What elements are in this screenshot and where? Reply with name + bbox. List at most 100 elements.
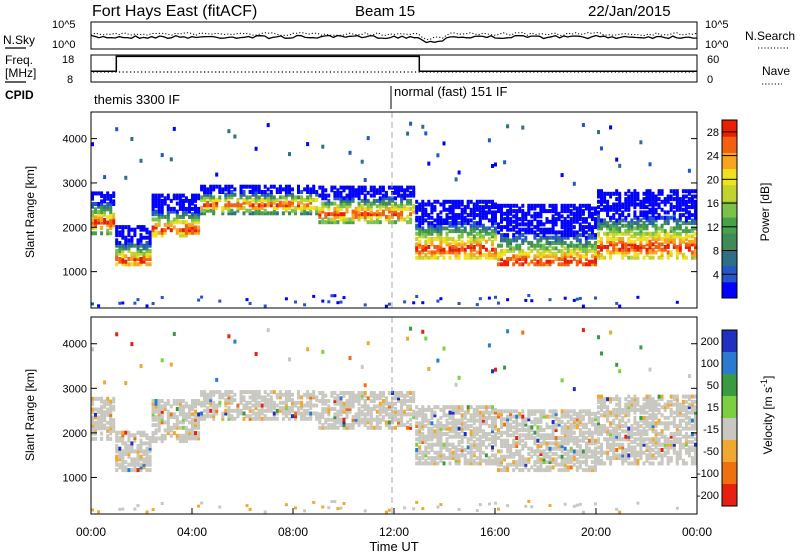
power-cell <box>627 189 631 194</box>
power-cell <box>560 214 564 219</box>
velocity-cell <box>594 446 597 451</box>
velocity-cell <box>381 399 385 403</box>
velocity-cell <box>145 457 149 462</box>
power-cell <box>630 197 634 202</box>
velocity-cell <box>351 396 355 401</box>
power-cell <box>154 212 158 217</box>
power-cell <box>118 241 122 245</box>
velocity-cell <box>478 437 482 442</box>
velocity-cell <box>572 422 576 427</box>
power-cell <box>109 215 113 220</box>
power-cell <box>309 198 313 202</box>
velocity-cell <box>587 441 591 446</box>
power-cell <box>600 221 603 226</box>
power-cell <box>627 197 631 202</box>
velocity-cell <box>669 421 673 426</box>
velocity-cell <box>412 393 416 398</box>
power-cell <box>606 231 610 236</box>
velocity-cell <box>494 415 497 420</box>
power-cell <box>669 207 673 212</box>
velocity-cell <box>457 405 461 410</box>
velocity-cell <box>230 408 234 413</box>
power-cell <box>106 223 110 228</box>
power-cell <box>321 201 325 206</box>
power-cell <box>521 262 525 267</box>
power-cell <box>239 184 243 189</box>
power-cell <box>518 227 522 232</box>
velocity-cell <box>503 409 507 414</box>
velocity-cell <box>166 423 170 428</box>
velocity-cell <box>497 457 500 462</box>
power-cell <box>545 241 549 245</box>
power-cell <box>606 213 610 218</box>
velocity-cell <box>669 442 673 447</box>
power-cell <box>590 211 594 216</box>
velocity-cell <box>627 456 631 461</box>
velocity-cell <box>312 411 316 416</box>
velocity-cell <box>509 449 513 454</box>
power-cell <box>684 215 688 220</box>
velocity-cell <box>130 468 134 473</box>
power-cell <box>181 193 185 198</box>
velocity-cell <box>166 417 170 422</box>
power-cell <box>466 231 470 236</box>
velocity-cell <box>327 412 331 417</box>
velocity-cell <box>509 444 513 448</box>
power-cell <box>681 239 685 244</box>
velocity-cell <box>148 436 152 440</box>
velocity-cell <box>133 468 137 473</box>
power-cell <box>151 225 155 230</box>
velocity-cell <box>672 415 676 420</box>
velocity-cell <box>539 433 543 438</box>
power-cell <box>603 191 607 196</box>
power-cell <box>666 215 670 220</box>
velocity-cell <box>212 414 216 419</box>
power-cell <box>663 218 667 223</box>
velocity-cell <box>642 405 646 410</box>
power-cell <box>684 210 688 215</box>
velocity-cell <box>515 409 519 414</box>
power-cell <box>478 210 482 215</box>
power-cell <box>184 233 188 238</box>
power-cell <box>584 246 588 251</box>
power-cell <box>418 229 422 234</box>
velocity-cell <box>615 397 619 402</box>
power-cell <box>454 239 458 244</box>
velocity-cell <box>242 406 246 411</box>
power-cell <box>506 259 510 264</box>
power-cell <box>457 199 461 204</box>
velocity-cell <box>318 420 322 425</box>
velocity-cell <box>384 420 388 425</box>
velocity-cell <box>478 448 482 452</box>
velocity-cell <box>506 504 510 508</box>
velocity-cell <box>597 458 600 463</box>
power-cell <box>466 213 470 218</box>
velocity-cell <box>581 422 585 427</box>
velocity-cell <box>291 408 294 413</box>
power-cell <box>172 225 176 230</box>
velocity-cell <box>642 426 646 431</box>
velocity-cell <box>124 452 128 456</box>
power-cell <box>478 215 482 220</box>
nave-tick-low: 0 <box>707 74 713 86</box>
velocity-cell <box>381 391 385 395</box>
velocity-cell <box>387 407 391 411</box>
velocity-cell <box>160 404 164 409</box>
velocity-cell <box>500 460 503 465</box>
power-cell <box>175 214 179 219</box>
velocity-cell <box>672 445 676 450</box>
velocity-cell <box>175 415 179 420</box>
velocity-cell <box>436 426 440 431</box>
velocity-cell <box>260 408 264 413</box>
velocity-cell <box>360 412 364 417</box>
velocity-cell <box>251 392 255 397</box>
velocity-cell <box>463 461 467 466</box>
velocity-cell <box>469 437 473 442</box>
velocity-cell <box>563 465 567 470</box>
power-cell <box>430 205 434 210</box>
power-cell <box>354 190 358 195</box>
power-cell <box>481 237 485 241</box>
velocity-cell <box>500 454 503 459</box>
velocity-cell <box>487 456 491 461</box>
power-cell <box>460 242 464 247</box>
